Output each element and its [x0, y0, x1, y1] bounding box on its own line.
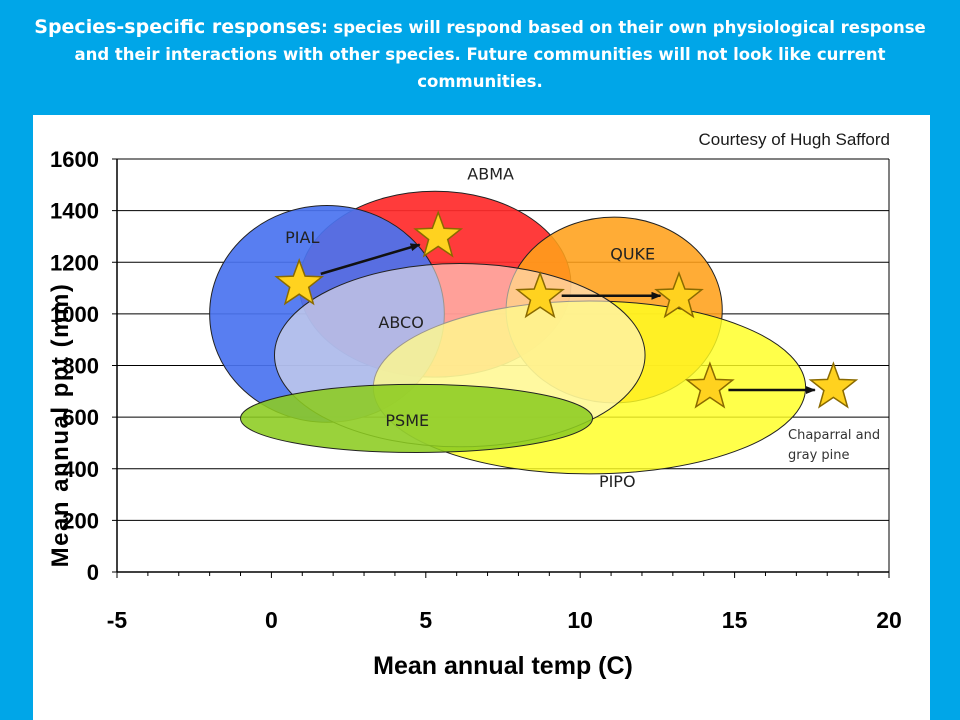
- species-label-abco: ABCO: [378, 313, 423, 332]
- slide-title: Species-specific responses: species will…: [30, 14, 930, 95]
- species-label-psme: PSME: [385, 411, 429, 430]
- y-tick-label: 400: [62, 457, 99, 482]
- y-axis-label: Mean annual ppt (mm): [47, 282, 74, 568]
- x-tick-label: 5: [419, 607, 432, 633]
- y-tick-label: 600: [62, 405, 99, 430]
- location-star-icon: [654, 270, 704, 319]
- species-label-quke: QUKE: [610, 245, 655, 264]
- y-tick-label: 0: [87, 560, 99, 585]
- species-label-pipo: PIPO: [599, 472, 636, 491]
- x-tick-label: 20: [876, 607, 902, 633]
- y-tick-label: 200: [62, 508, 99, 533]
- location-star-icon: [685, 361, 735, 409]
- range-shift-arrow: [320, 243, 421, 276]
- chaparral-annotation: Chaparral and gray pine: [788, 428, 881, 463]
- y-tick-label: 1200: [50, 250, 99, 275]
- x-tick-label: 10: [567, 607, 593, 633]
- x-tick-label: 15: [722, 607, 748, 633]
- y-tick-label: 1600: [50, 147, 99, 172]
- y-tick-label: 1400: [50, 199, 99, 224]
- x-axis-label: Mean annual temp (C): [373, 652, 633, 680]
- location-star-icon: [515, 270, 565, 319]
- x-tick-label: 0: [265, 607, 278, 633]
- location-star-icon: [808, 361, 859, 409]
- location-star-icon: [413, 210, 464, 258]
- y-tick-label: 800: [62, 354, 99, 379]
- chart-panel: ABMA PIAL QUKE PIPO ABCO PSME 0 200 400 600 800 100…: [33, 115, 930, 720]
- x-tick-label: -5: [107, 607, 128, 633]
- location-star-icon: [274, 258, 325, 306]
- credit-text: Courtesy of Hugh Safford: [698, 130, 890, 149]
- slide-title-lead: Species-specific responses: [34, 16, 322, 38]
- range-shift-chart: ABMAPIALQUKEPIPOABCOPSME0200400600800100…: [50, 147, 902, 633]
- slide-title-rest: : species will respond based on their ow…: [74, 18, 926, 91]
- species-label-pial: PIAL: [285, 228, 319, 247]
- y-tick-label: 1000: [50, 302, 99, 327]
- species-label-abma: ABMA: [467, 165, 514, 184]
- range-ellipse-psme: [240, 383, 594, 453]
